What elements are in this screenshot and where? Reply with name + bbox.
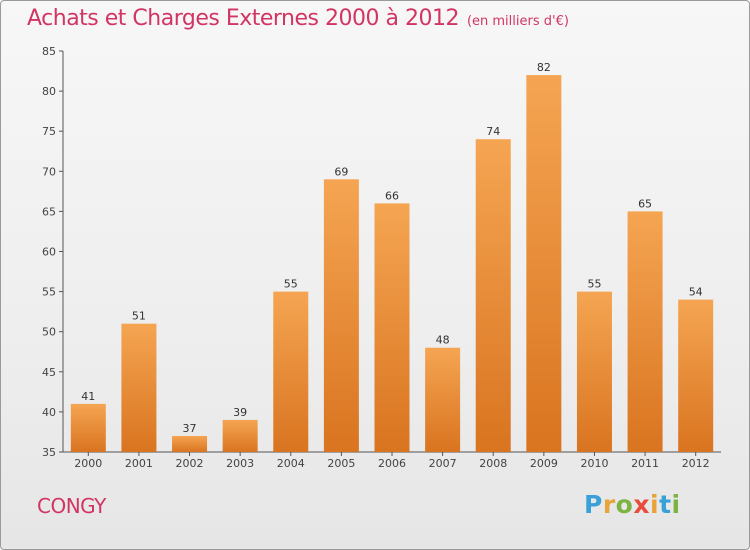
commune-name: CONGY bbox=[37, 494, 106, 518]
x-tick-label: 2009 bbox=[530, 457, 558, 470]
x-tick-label: 2003 bbox=[226, 457, 254, 470]
chart-title: Achats et Charges Externes 2000 à 2012 (e… bbox=[27, 6, 569, 31]
x-tick-label: 2005 bbox=[327, 457, 355, 470]
x-tick-label: 2004 bbox=[277, 457, 305, 470]
y-tick-label: 60 bbox=[42, 246, 56, 259]
logo-letter: x bbox=[633, 490, 650, 519]
x-tick-label: 2006 bbox=[378, 457, 406, 470]
x-tick-label: 2002 bbox=[176, 457, 204, 470]
logo-letter: o bbox=[615, 490, 634, 519]
x-tick-label: 2000 bbox=[74, 457, 102, 470]
bar-2005 bbox=[323, 179, 359, 452]
y-tick-label: 40 bbox=[42, 406, 56, 419]
y-tick-label: 65 bbox=[42, 205, 56, 218]
y-tick-label: 75 bbox=[42, 125, 56, 138]
bar-2003 bbox=[222, 419, 258, 452]
bar-2008 bbox=[475, 139, 511, 452]
bar-2000 bbox=[70, 403, 106, 452]
y-tick-label: 85 bbox=[42, 45, 56, 58]
y-tick-label: 45 bbox=[42, 366, 56, 379]
axes: 35 40 45 50 55 60 65 70 75 80 85 2000 2001 2002 2003 20… bbox=[42, 45, 721, 470]
logo-letter: r bbox=[602, 490, 616, 519]
bar-2006 bbox=[374, 203, 410, 452]
bar-2004 bbox=[273, 291, 309, 452]
bar-2010 bbox=[576, 291, 612, 452]
y-tick-label: 55 bbox=[42, 286, 56, 299]
data-label-2009: 82 bbox=[537, 61, 551, 74]
bar-2012 bbox=[678, 299, 714, 452]
logo-letter: t bbox=[659, 490, 672, 519]
x-tick-label: 2012 bbox=[682, 457, 710, 470]
chart-title-text: Achats et Charges Externes 2000 à 2012 bbox=[27, 6, 459, 31]
data-label-2011: 65 bbox=[638, 197, 652, 210]
data-label-2002: 37 bbox=[183, 422, 197, 435]
y-tick-label: 50 bbox=[42, 326, 56, 339]
bar-2007 bbox=[425, 347, 461, 452]
data-label-2006: 66 bbox=[385, 189, 399, 202]
data-label-2007: 48 bbox=[436, 334, 450, 347]
x-tick-label: 2010 bbox=[580, 457, 608, 470]
y-tick-label: 35 bbox=[42, 446, 56, 459]
bar-2001 bbox=[121, 323, 157, 452]
data-label-2010: 55 bbox=[587, 278, 601, 291]
bar-2011 bbox=[627, 211, 663, 452]
data-label-2012: 54 bbox=[689, 286, 703, 299]
chart-subtitle: (en milliers d'€) bbox=[466, 14, 569, 29]
x-tick-label: 2001 bbox=[125, 457, 153, 470]
data-label-2008: 74 bbox=[486, 125, 500, 138]
data-label-2003: 39 bbox=[233, 406, 247, 419]
proxiti-logo: Proxiti bbox=[584, 490, 681, 519]
data-label-2004: 55 bbox=[284, 278, 298, 291]
logo-letter: i bbox=[671, 490, 681, 519]
bars bbox=[70, 75, 714, 452]
y-tick-label: 80 bbox=[42, 85, 56, 98]
y-tick-label: 70 bbox=[42, 165, 56, 178]
data-label-2005: 69 bbox=[334, 165, 348, 178]
x-tick-label: 2008 bbox=[479, 457, 507, 470]
logo-letter: i bbox=[650, 490, 660, 519]
bar-2002 bbox=[172, 435, 208, 452]
data-labels: 41 51 37 39 55 69 66 48 74 82 55 65 54 bbox=[81, 61, 702, 435]
x-tick-label: 2011 bbox=[631, 457, 659, 470]
data-label-2001: 51 bbox=[132, 310, 146, 323]
data-label-2000: 41 bbox=[81, 390, 95, 403]
x-tick-label: 2007 bbox=[429, 457, 457, 470]
logo-letter: P bbox=[584, 490, 603, 519]
bar-2009 bbox=[526, 75, 562, 452]
